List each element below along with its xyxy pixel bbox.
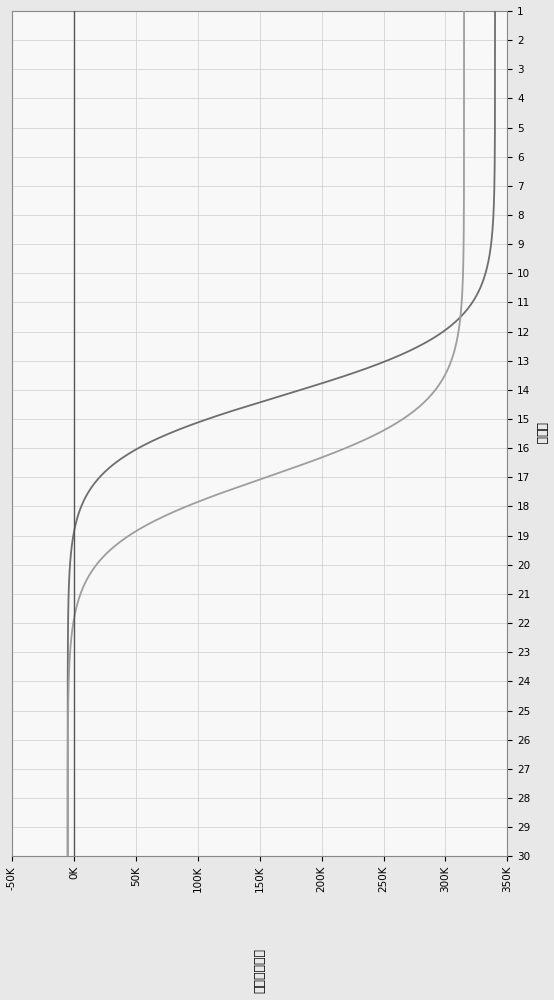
- Y-axis label: 循环数: 循环数: [534, 422, 547, 445]
- X-axis label: 相对荧光强度: 相对荧光强度: [253, 948, 266, 993]
